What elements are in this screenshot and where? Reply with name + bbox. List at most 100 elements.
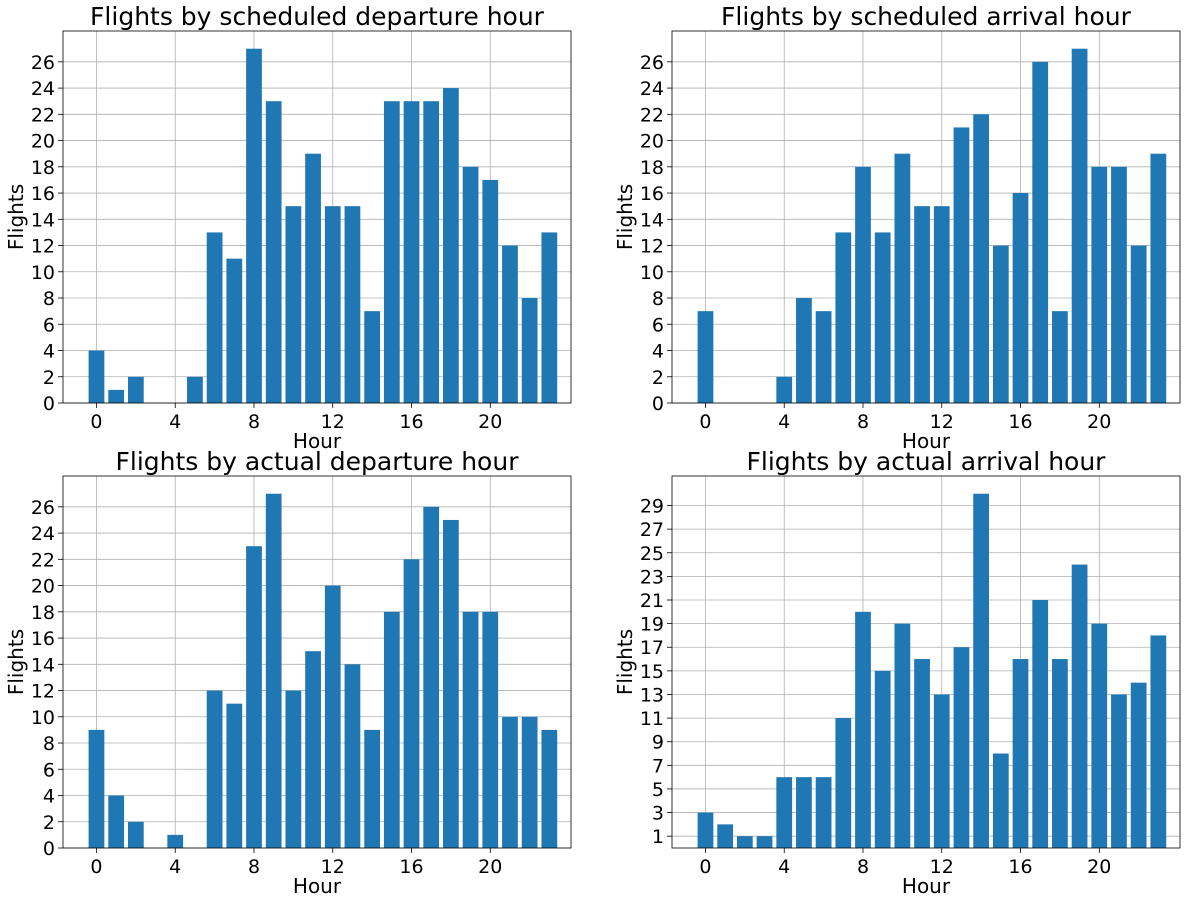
chart-panel-1: 0 4 8 12 16 2002468101214161820222426Flights …: [4, 2, 572, 453]
y-tick-label: 5: [652, 779, 664, 801]
bar-hour-8: [855, 166, 871, 403]
bar-hour-9: [265, 101, 282, 404]
bar-hour-16: [403, 559, 420, 848]
x-tick-label: 20: [478, 411, 502, 433]
x-tick-label: 20: [1087, 411, 1111, 433]
bar-hour-0: [697, 311, 714, 403]
bar-hour-13: [953, 647, 970, 848]
chart-panel-2: 0 4 8 12 16 2002468101214161820222426Flights …: [613, 2, 1181, 453]
y-tick-label: 12: [31, 236, 55, 258]
bar-hour-21: [502, 245, 518, 403]
y-tick-label: 24: [640, 78, 664, 100]
y-tick-label: 24: [31, 78, 55, 100]
y-tick-label: 16: [31, 183, 55, 205]
y-tick-label: 24: [31, 523, 55, 545]
bar-hour-23: [1150, 153, 1167, 403]
y-tick-label: 11: [640, 708, 664, 730]
y-tick-label: 0: [43, 838, 55, 860]
bar-hour-0: [88, 350, 105, 403]
y-tick-label: 16: [31, 628, 55, 650]
x-tick-label: 20: [1087, 856, 1111, 878]
bar-hour-11: [305, 153, 321, 403]
y-tick-label: 6: [43, 314, 55, 336]
x-tick-label: 0: [90, 856, 102, 878]
bar-hour-2: [127, 376, 144, 403]
bar-hour-15: [992, 245, 1009, 403]
y-axis-label: Flights: [4, 629, 28, 695]
y-tick-label: 4: [43, 341, 55, 363]
bar-hour-14: [364, 729, 381, 848]
bar-hour-11: [305, 651, 321, 848]
x-tick-label: 16: [399, 411, 423, 433]
chart-title: Flights by actual arrival hour: [747, 447, 1107, 476]
y-axis-label: Flights: [613, 629, 637, 695]
bar-hour-5: [796, 298, 812, 403]
bar-hour-5: [796, 777, 812, 848]
x-tick-label: 4: [169, 856, 181, 878]
bar-hour-20: [1091, 623, 1108, 848]
y-tick-label: 22: [31, 104, 55, 126]
axes-frame: [671, 475, 1181, 849]
y-tick-label: 21: [640, 590, 664, 612]
x-tick-label: 0: [699, 856, 711, 878]
x-tick-label: 0: [699, 411, 711, 433]
bar-hour-19: [1071, 48, 1088, 403]
x-tick-label: 12: [321, 856, 345, 878]
bar-hour-12: [933, 206, 950, 403]
bar-hour-8: [855, 611, 871, 848]
bar-hour-15: [992, 753, 1009, 848]
y-tick-label: 0: [652, 393, 664, 415]
bar-hour-7: [835, 232, 852, 403]
y-tick-label: 9: [652, 732, 664, 754]
y-tick-label: 14: [31, 209, 55, 231]
bar-hour-17: [423, 101, 440, 404]
x-tick-label: 8: [857, 856, 869, 878]
y-tick-label: 26: [31, 497, 55, 519]
bar-hour-20: [482, 179, 499, 403]
bar-hour-22: [521, 716, 538, 848]
y-tick-label: 27: [640, 519, 664, 541]
chart-panel-3: 0 4 8 12 16 2002468101214161820222426Flights …: [4, 447, 572, 898]
y-tick-label: 6: [652, 314, 664, 336]
y-tick-label: 7: [652, 755, 664, 777]
bar-hour-14: [973, 114, 990, 403]
y-tick-label: 8: [43, 733, 55, 755]
bar-hour-12: [933, 694, 950, 848]
y-tick-label: 20: [640, 131, 664, 153]
y-tick-label: 22: [31, 549, 55, 571]
bar-hour-23: [541, 232, 558, 403]
y-tick-label: 8: [652, 288, 664, 310]
y-tick-label: 15: [640, 661, 664, 683]
bar-hour-9: [874, 232, 891, 403]
y-tick-label: 14: [640, 209, 664, 231]
x-tick-label: 4: [778, 856, 790, 878]
bar-hour-19: [462, 166, 479, 403]
y-tick-label: 13: [640, 684, 664, 706]
bar-hour-1: [108, 389, 125, 403]
y-tick-label: 3: [652, 803, 664, 825]
axes-frame: [62, 30, 572, 404]
y-tick-label: 6: [43, 759, 55, 781]
y-tick-label: 26: [31, 52, 55, 74]
y-tick-label: 29: [640, 496, 664, 518]
bar-hour-23: [541, 729, 558, 848]
x-tick-label: 8: [248, 411, 260, 433]
bar-hour-15: [383, 101, 400, 404]
y-tick-label: 22: [640, 104, 664, 126]
y-tick-label: 4: [43, 786, 55, 808]
y-tick-label: 12: [640, 236, 664, 258]
y-tick-label: 4: [652, 341, 664, 363]
bar-hour-21: [1111, 166, 1127, 403]
y-tick-label: 18: [31, 602, 55, 624]
bar-hour-6: [206, 690, 223, 848]
bar-hour-4: [776, 777, 793, 848]
bar-hour-21: [502, 716, 518, 848]
bar-hour-17: [1032, 600, 1049, 848]
x-axis-label: Hour: [902, 429, 951, 453]
chart-title: Flights by scheduled departure hour: [90, 2, 545, 31]
bar-hour-16: [1012, 659, 1029, 848]
y-tick-label: 25: [640, 543, 664, 565]
axes-frame: [62, 475, 572, 849]
bar-hour-5: [187, 376, 203, 403]
bar-hour-19: [1071, 564, 1088, 848]
